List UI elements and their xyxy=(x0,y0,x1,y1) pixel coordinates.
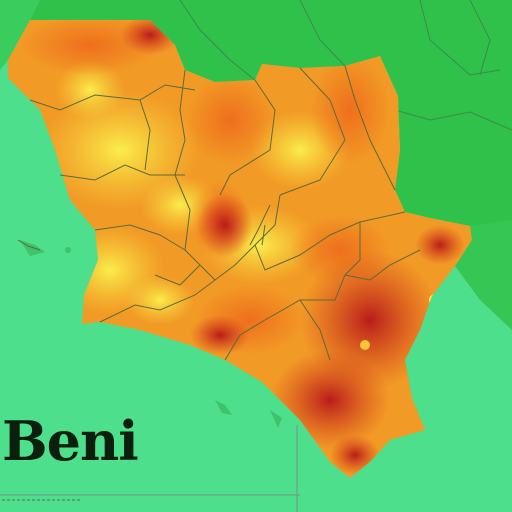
heat-zone-red xyxy=(197,193,253,257)
heat-zone-yellow xyxy=(125,275,195,325)
neighbor-border xyxy=(179,0,256,81)
neighbor-land-northwest[interactable] xyxy=(0,0,40,70)
neighbor-border xyxy=(419,0,501,76)
region-heatmap[interactable] xyxy=(8,15,472,478)
heat-zone-orange xyxy=(185,75,275,165)
heat-zone-red xyxy=(415,225,465,265)
neighbor-land-east[interactable] xyxy=(455,220,512,330)
district-borders xyxy=(29,65,421,361)
map-title: Beni xyxy=(2,409,139,473)
neighbor-border xyxy=(394,109,512,131)
islet-outline xyxy=(17,239,41,251)
neighbor-border xyxy=(299,0,346,67)
neighbor-land-north[interactable] xyxy=(30,0,512,260)
neighbor-border xyxy=(469,0,491,76)
heat-zone-orange xyxy=(310,55,390,165)
heat-speck xyxy=(360,340,370,350)
heat-zone-red xyxy=(190,315,250,355)
heat-layers xyxy=(20,20,465,475)
